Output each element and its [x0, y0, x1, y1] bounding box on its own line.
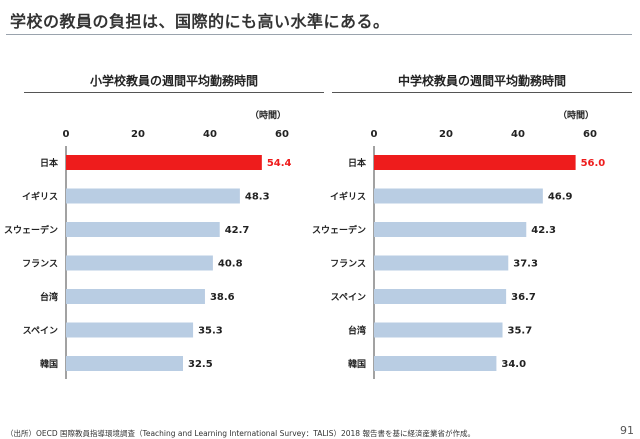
data-label: 48.3: [245, 192, 270, 203]
bar: [66, 188, 240, 204]
data-label: 42.3: [531, 225, 556, 236]
category-label: 台湾: [348, 325, 366, 337]
category-label: スウェーデン: [4, 224, 58, 236]
data-label: 40.8: [218, 259, 243, 270]
category-label: イギリス: [22, 191, 58, 203]
data-label: 46.9: [548, 192, 573, 203]
bar: [66, 322, 194, 338]
bar-chart-junior-high: （時間） 0 20 40 60 日本 56.0 イギリス 46.9 スウェーデン 42.3 フランス 3…: [312, 109, 606, 379]
category-label: フランス: [330, 259, 366, 270]
category-label: イギリス: [330, 191, 366, 203]
bar: [66, 356, 183, 371]
bar: [66, 255, 213, 271]
category-label: 韓国: [348, 358, 366, 370]
chart-title: 小学校教員の週間平均勤務時間: [89, 74, 258, 88]
data-label: 35.7: [508, 326, 533, 337]
bar: [374, 289, 507, 304]
category-label: スペイン: [331, 292, 366, 303]
category-label: 日本: [40, 157, 59, 169]
bar: [66, 289, 205, 304]
x-tick-label: 60: [275, 129, 289, 140]
unit-label: （時間）: [250, 109, 286, 121]
bar: [374, 188, 543, 204]
x-tick-label: 0: [371, 129, 378, 140]
bar: [374, 255, 509, 271]
bar: [374, 155, 576, 170]
unit-label: （時間）: [558, 109, 594, 121]
data-label: 36.7: [511, 292, 536, 303]
chart-title-rule: [24, 92, 324, 93]
bar: [66, 155, 262, 170]
data-label: 38.6: [210, 292, 235, 303]
chart-title: 中学校教員の週間平均勤務時間: [397, 74, 566, 88]
chart-panel-elementary: 小学校教員の週間平均勤務時間 （時間） 0 20 40 60 日本 54.4 イギリス 48.3…: [4, 62, 324, 392]
category-label: スペイン: [23, 326, 58, 337]
category-label: 韓国: [40, 358, 58, 370]
x-tick-label: 20: [131, 129, 145, 140]
source-footnote: （出所）OECD 国際教員指導環境調査（Teaching and Learnin…: [6, 429, 475, 438]
x-tick-label: 60: [583, 129, 597, 140]
bar-chart-elementary: （時間） 0 20 40 60 日本 54.4 イギリス 48.3 スウェーデン 42.7 フランス 4…: [4, 109, 292, 379]
bar: [374, 356, 497, 371]
bar: [66, 222, 220, 237]
data-label: 56.0: [581, 158, 606, 169]
category-label: 日本: [348, 157, 367, 169]
slide-title: 学校の教員の負担は、国際的にも高い水準にある。: [10, 12, 390, 31]
data-label: 32.5: [188, 359, 213, 370]
chart-panel-junior-high: 中学校教員の週間平均勤務時間 （時間） 0 20 40 60 日本 56.0 イギリス 46.9…: [312, 62, 632, 392]
category-label: 台湾: [40, 291, 58, 303]
data-label: 35.3: [198, 326, 223, 337]
x-tick-label: 40: [203, 129, 217, 140]
data-label: 37.3: [513, 259, 538, 270]
page-number: 91: [620, 424, 634, 437]
chart-title-rule: [332, 92, 632, 93]
x-tick-label: 0: [63, 129, 70, 140]
bar: [374, 222, 527, 237]
data-label: 42.7: [225, 225, 250, 236]
x-tick-label: 40: [511, 129, 525, 140]
bar: [374, 322, 503, 338]
x-tick-label: 20: [439, 129, 453, 140]
data-label: 54.4: [267, 158, 292, 169]
title-divider: [6, 34, 632, 35]
data-label: 34.0: [501, 359, 526, 370]
category-label: フランス: [22, 259, 58, 270]
category-label: スウェーデン: [312, 224, 366, 236]
